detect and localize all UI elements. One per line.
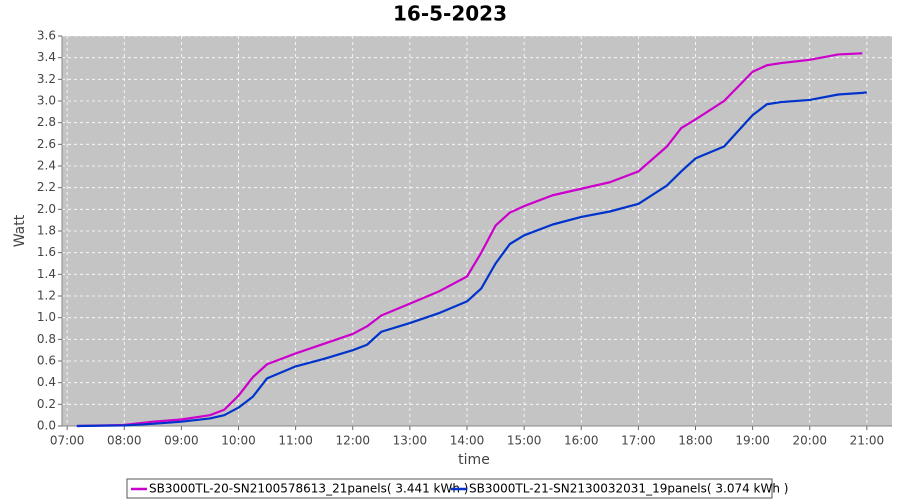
- y-tick-label: 2.6: [37, 137, 56, 151]
- y-tick-label: 1.2: [37, 289, 56, 303]
- y-tick-label: 3.6: [37, 29, 56, 43]
- x-tick-label: 09:00: [164, 434, 199, 448]
- x-tick-label: 18:00: [678, 434, 713, 448]
- y-tick-label: 0.4: [37, 375, 56, 389]
- legend-label: SB3000TL-20-SN2100578613_21panels( 3.441…: [149, 482, 468, 496]
- y-tick-label: 3.4: [37, 50, 56, 64]
- x-tick-label: 10:00: [221, 434, 256, 448]
- y-tick-label: 0.0: [37, 419, 56, 433]
- y-tick-label: 0.8: [37, 332, 56, 346]
- y-tick-label: 3.0: [37, 94, 56, 108]
- x-tick-label: 19:00: [735, 434, 770, 448]
- y-tick-label: 0.6: [37, 354, 56, 368]
- x-tick-label: 08:00: [107, 434, 142, 448]
- legend: [126, 478, 773, 499]
- y-tick-label: 2.0: [37, 202, 56, 216]
- chart-title: 16-5-2023: [393, 2, 507, 26]
- y-tick-label: 2.4: [37, 159, 56, 173]
- y-axis-label: Watt: [12, 214, 28, 247]
- y-tick-label: 0.2: [37, 397, 56, 411]
- x-tick-label: 17:00: [621, 434, 656, 448]
- x-tick-label: 07:00: [50, 434, 85, 448]
- x-axis-label: time: [458, 452, 490, 468]
- y-tick-label: 2.8: [37, 115, 56, 129]
- x-tick-label: 12:00: [335, 434, 370, 448]
- x-tick-label: 20:00: [792, 434, 827, 448]
- x-tick-label: 11:00: [278, 434, 313, 448]
- x-tick-label: 21:00: [850, 434, 885, 448]
- series-line: [76, 91, 867, 428]
- x-tick-label: 14:00: [450, 434, 485, 448]
- y-tick-label: 1.8: [37, 224, 56, 238]
- x-tick-label: 13:00: [393, 434, 428, 448]
- series-line: [76, 52, 863, 428]
- y-tick-label: 2.2: [37, 180, 56, 194]
- x-tick-label: 15:00: [507, 434, 542, 448]
- y-tick-label: 1.6: [37, 245, 56, 259]
- y-tick-label: 1.0: [37, 310, 56, 324]
- legend-label: SB3000TL-21-SN2130032031_19panels( 3.074…: [469, 482, 788, 496]
- y-tick-label: 1.4: [37, 267, 56, 281]
- x-tick-label: 16:00: [564, 434, 599, 448]
- y-tick-label: 3.2: [37, 72, 56, 86]
